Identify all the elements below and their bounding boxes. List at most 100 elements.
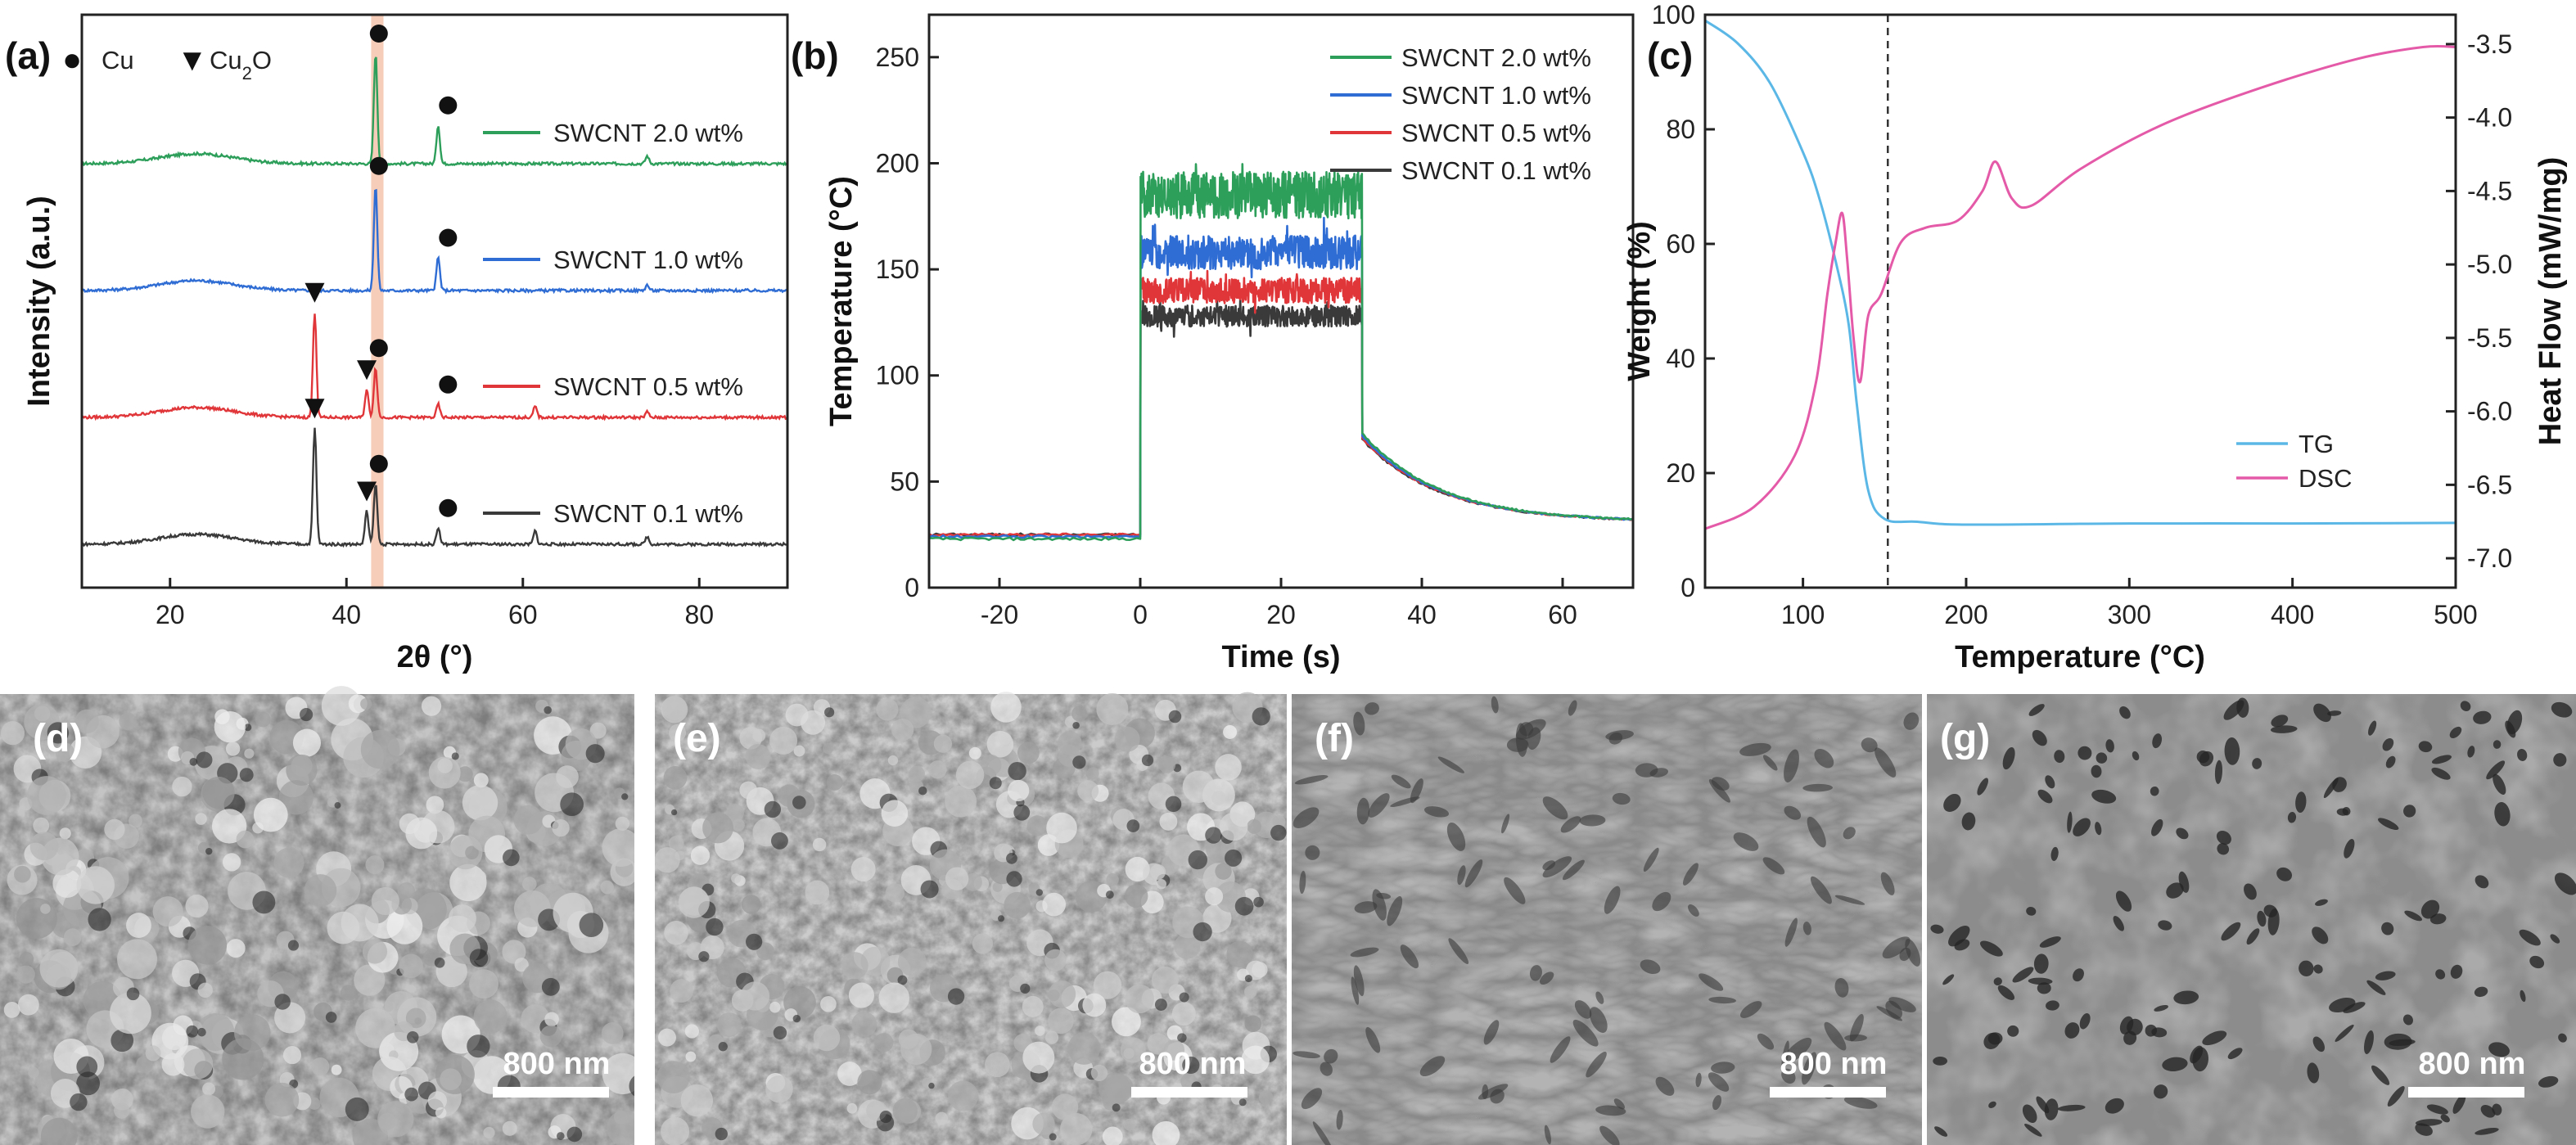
sem-pore <box>2343 1002 2366 1013</box>
sem-particle <box>1163 1039 1185 1061</box>
sem-pore <box>1807 816 1826 848</box>
sem-particle <box>1215 863 1232 880</box>
sem-particle <box>161 1053 185 1076</box>
sem-particle <box>874 1033 894 1053</box>
sem-particle <box>17 994 39 1016</box>
sem-pore <box>718 1042 728 1052</box>
sem-particle <box>602 828 641 868</box>
sem-particle <box>16 965 35 984</box>
sem-pore <box>2382 738 2394 751</box>
sem-pore <box>579 913 604 937</box>
sem-pore <box>205 847 213 855</box>
sem-pore <box>2449 726 2462 738</box>
sem-particle <box>1244 1015 1262 1033</box>
sem-pore <box>1948 926 1970 947</box>
sem-pore <box>1351 976 1360 1005</box>
sem-pore <box>1550 1036 1571 1063</box>
sem-particle <box>1152 1120 1180 1145</box>
sem-particle <box>980 754 1002 776</box>
sem-particle <box>670 979 694 1003</box>
sem-pore <box>1225 849 1243 867</box>
sem-particle <box>1241 1045 1270 1075</box>
sem-particle <box>1077 780 1099 802</box>
sem-pore <box>2329 997 2356 1013</box>
sem-pore <box>2538 1075 2559 1088</box>
tga-x-tick-label: 300 <box>2108 600 2151 629</box>
sem-pore <box>1350 947 1379 958</box>
sem-pore <box>2312 1036 2326 1053</box>
sem-pore <box>2091 789 2117 804</box>
xrd-legend-label: SWCNT 0.5 wt% <box>553 372 743 401</box>
sem-pore <box>1608 732 1623 745</box>
sem-particle <box>0 721 25 746</box>
sem-pore <box>2132 751 2140 761</box>
sem-particle <box>282 1046 302 1065</box>
sem-pore <box>2440 1114 2450 1123</box>
sem-particle <box>613 1110 628 1125</box>
sem-pore <box>2263 904 2278 917</box>
sem-pore <box>2115 890 2132 912</box>
sem-pore <box>2271 714 2289 728</box>
sem-pore <box>1324 1048 1338 1064</box>
sem-label-d: (d) <box>33 717 83 760</box>
sem-pore <box>1448 938 1469 964</box>
sem-pore <box>2474 1127 2499 1135</box>
sem-pore <box>76 1056 98 1078</box>
sem-pore <box>111 1029 134 1053</box>
sem-pore <box>1376 892 1392 899</box>
tga-series-line-tg <box>1705 19 2456 526</box>
sem-pore <box>1179 992 1189 1003</box>
sem-particle <box>274 1002 306 1034</box>
sem-pore <box>1483 1020 1500 1045</box>
sem-pore <box>947 988 965 1005</box>
xrd-x-tick-label: 40 <box>332 600 361 629</box>
sem-pore <box>1299 870 1306 895</box>
sem-particle <box>19 951 34 967</box>
sem-particle <box>680 1084 714 1117</box>
sem-pore <box>1844 1034 1867 1042</box>
sem-particle <box>1247 818 1262 834</box>
sem-pore <box>1356 797 1370 825</box>
sem-particle <box>222 853 241 872</box>
sem-pore <box>2007 1025 2019 1037</box>
sem-particle <box>182 1048 214 1080</box>
sem-pore <box>126 987 140 1001</box>
sem-particle <box>661 1116 690 1145</box>
sem-particle <box>668 724 687 742</box>
sem-pore <box>1168 710 1182 724</box>
sem-label-g: (g) <box>1940 717 1990 760</box>
sem-pore <box>1154 998 1167 1011</box>
sem-particle <box>362 939 388 964</box>
sem-particle <box>1017 742 1040 764</box>
sem-pore <box>1336 1109 1343 1130</box>
tga-y-axis-label-right: Heat Flow (mW/mg) <box>2533 157 2568 446</box>
sem-particle <box>214 709 230 724</box>
sem-pore <box>2364 1030 2374 1054</box>
temp-series-line-1.0 <box>929 216 1633 539</box>
sem-particle <box>1102 1126 1123 1145</box>
sem-label-f: (f) <box>1315 717 1354 760</box>
sem-pore <box>2028 977 2053 985</box>
sem-particle <box>945 867 969 890</box>
sem-pore <box>345 1097 369 1121</box>
xrd-marker-legend-cu: Cu <box>102 46 134 74</box>
sem-pore <box>928 1082 935 1089</box>
sem-pore <box>2202 1030 2227 1046</box>
sem-particle <box>656 1061 690 1094</box>
sem-pore <box>2332 777 2347 792</box>
panel-label-c: (c) <box>1647 34 1693 77</box>
sem-pore <box>998 915 1005 922</box>
sem-particle <box>928 760 947 779</box>
sem-pore <box>1824 1021 1847 1051</box>
sem-particle <box>286 754 318 787</box>
sem-particle <box>225 742 241 756</box>
sem-particle <box>321 686 362 726</box>
sem-particle <box>1174 933 1201 959</box>
sem-pore <box>1365 1026 1381 1053</box>
sem-pore <box>1599 1125 1620 1145</box>
tga-y-tick-label-left: 60 <box>1666 229 1695 259</box>
sem-particle <box>399 953 423 979</box>
sem-particle <box>1159 812 1178 831</box>
sem-particle <box>39 949 79 988</box>
sem-pore <box>1977 778 1988 796</box>
